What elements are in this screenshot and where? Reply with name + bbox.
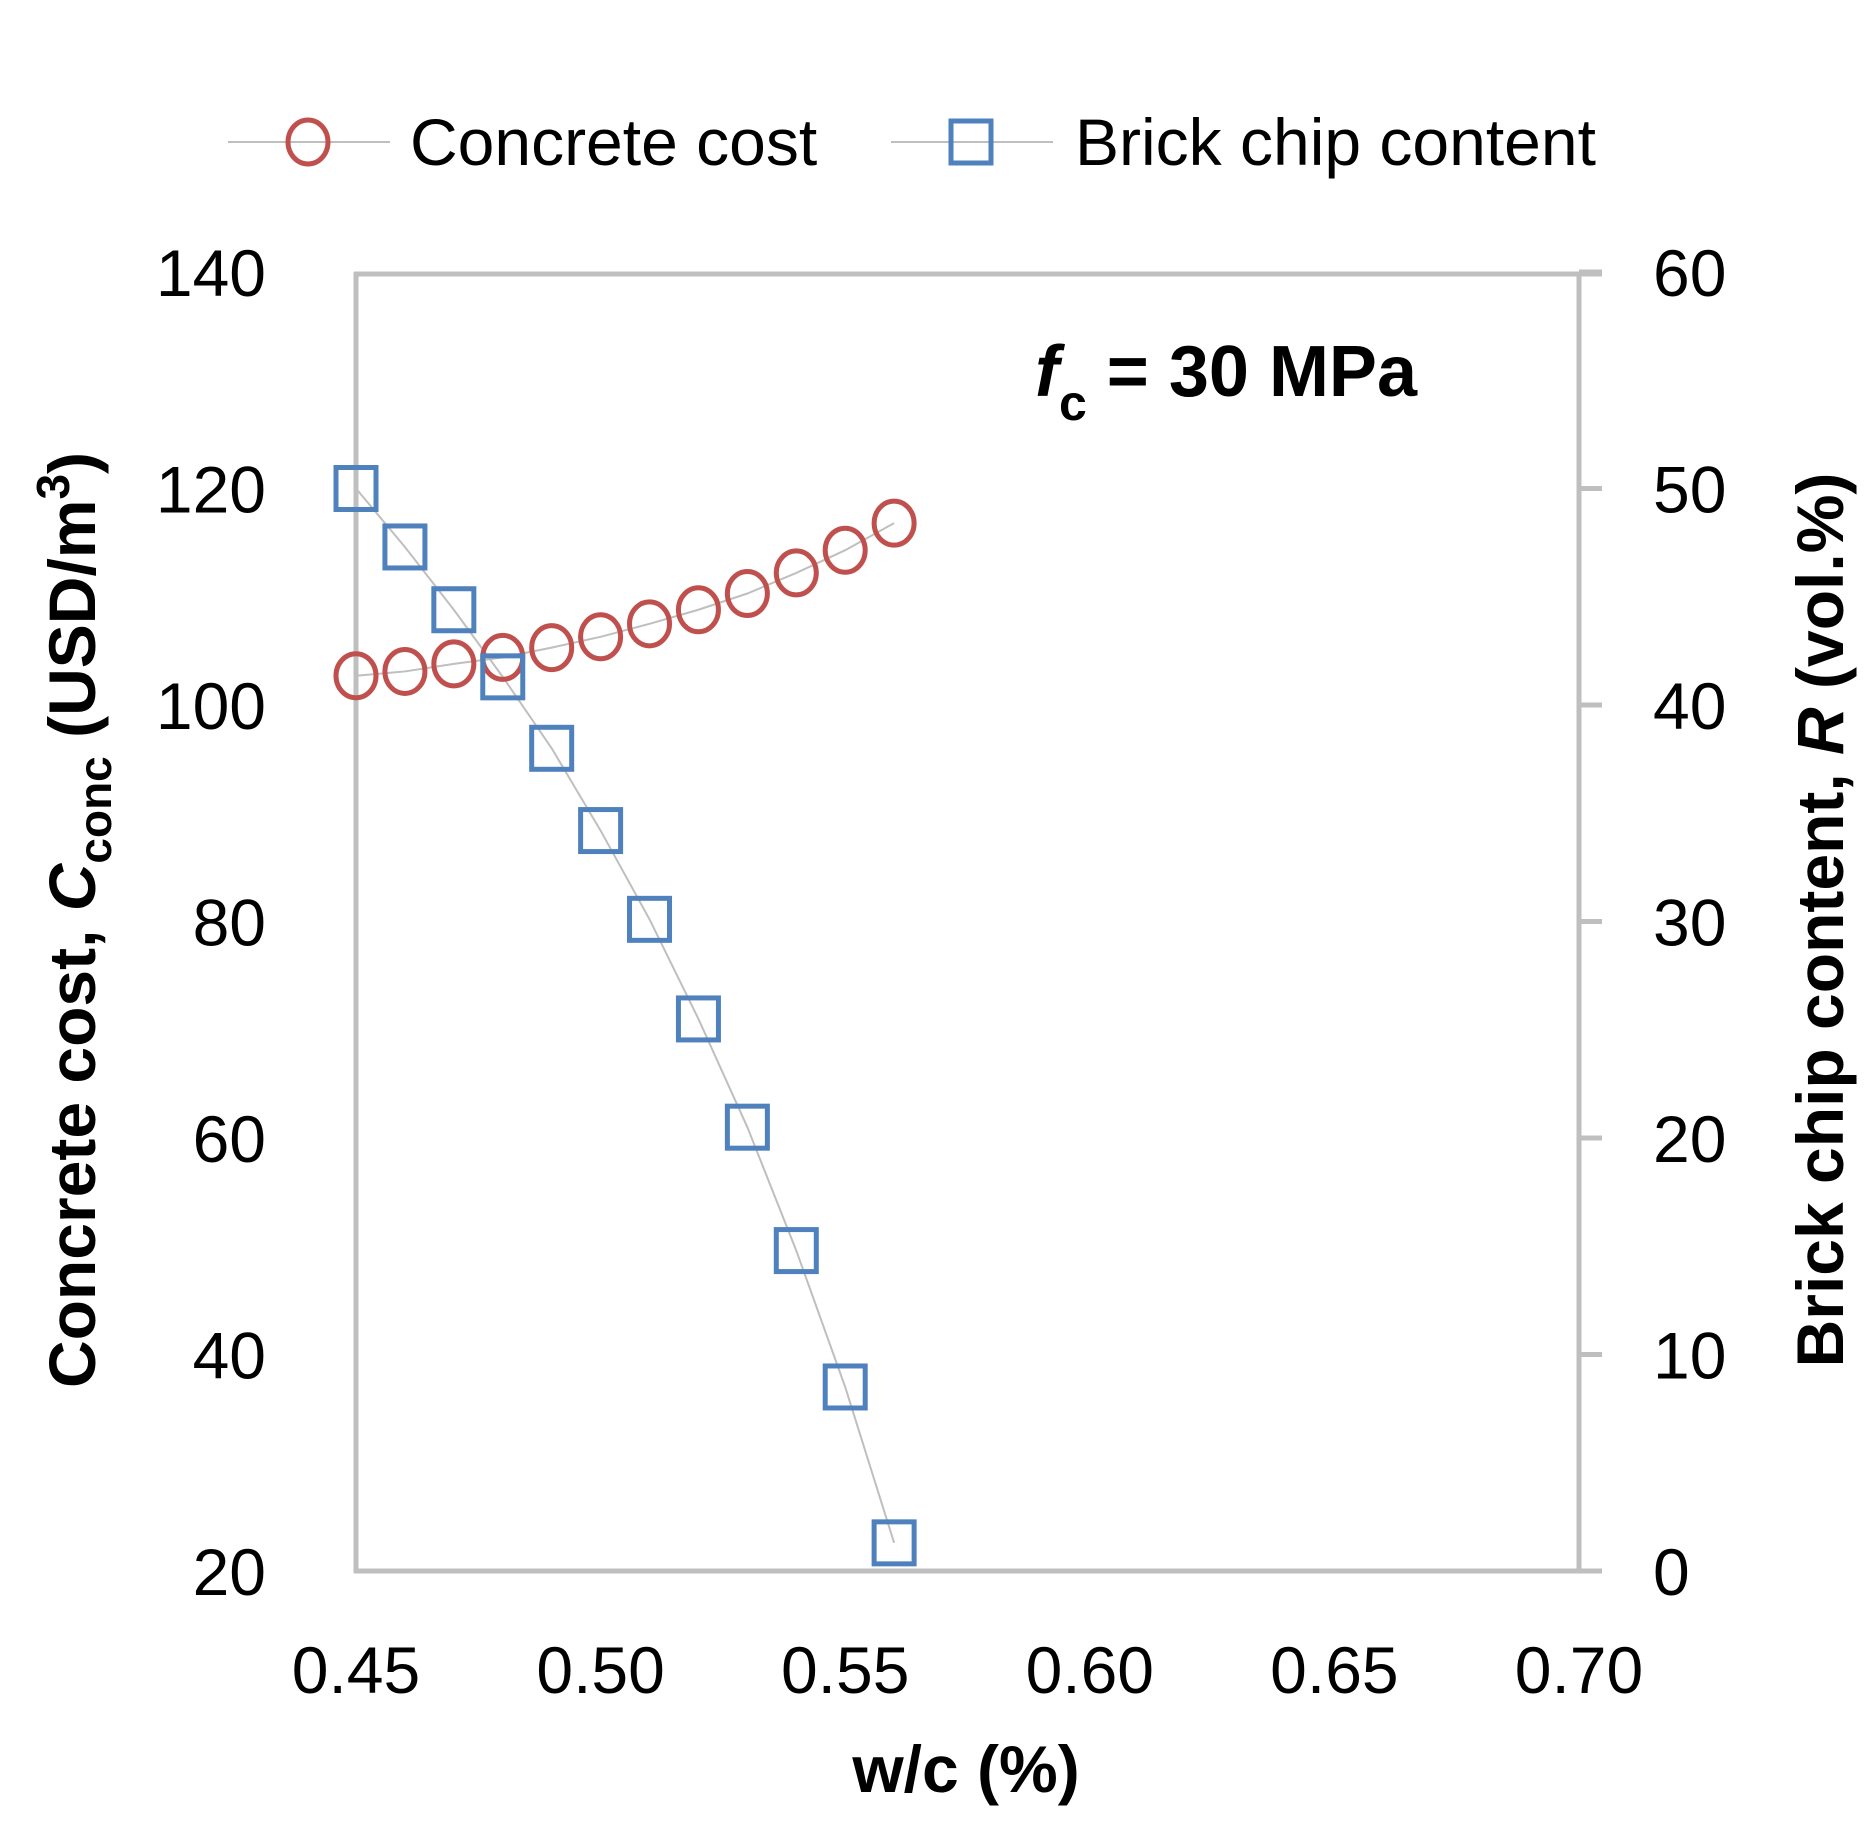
data-point-brick-chip-content	[529, 724, 575, 772]
legend-item-brick-chip-content: Brick chip content	[891, 105, 1596, 179]
data-point-concrete-cost	[627, 599, 673, 649]
x-tick-label: 0.70	[1515, 1633, 1643, 1707]
y-left-title-subscript: conc	[69, 756, 121, 863]
data-point-concrete-cost	[724, 569, 770, 619]
series-line-concrete-cost	[355, 522, 895, 677]
x-tick-label: 0.55	[781, 1633, 909, 1707]
x-tick-labels: 0.45 0.50 0.55 0.60 0.65 0.70	[292, 1633, 1643, 1707]
legend-label-brick-chip-content: Brick chip content	[1075, 105, 1596, 179]
data-point-brick-chip-content	[333, 465, 379, 512]
y-axis-right-ticks	[1579, 269, 1602, 1574]
data-point-concrete-cost	[675, 585, 721, 635]
x-tick-label: 0.45	[292, 1633, 420, 1707]
data-point-concrete-cost	[529, 623, 575, 673]
plot-area	[353, 269, 1602, 1574]
series-markers	[333, 465, 917, 1567]
y-left-title-prefix: Concrete cost,	[35, 911, 109, 1388]
annotation-text: = 30 MPa	[1087, 332, 1418, 412]
data-point-brick-chip-content	[578, 807, 624, 855]
data-point-concrete-cost	[578, 612, 624, 662]
y-right-title-symbol: R	[1783, 707, 1857, 755]
data-point-brick-chip-content	[480, 653, 526, 701]
data-point-concrete-cost	[333, 651, 379, 701]
y-right-tick-label: 50	[1653, 453, 1726, 527]
y-left-title-close: )	[35, 452, 109, 474]
y-axis-left-title: Concrete cost, Cconc (USD/m3)	[27, 452, 121, 1388]
y-left-title-symbol: C	[35, 862, 109, 911]
y-left-tick-labels: 20 40 60 80 100 120 140	[156, 236, 266, 1609]
y-right-tick-label: 20	[1653, 1102, 1726, 1176]
data-point-brick-chip-content	[724, 1103, 770, 1151]
legend-marker-circle-icon	[285, 117, 331, 167]
y-axis-right-title: Brick chip content, R (vol.%)	[1783, 473, 1857, 1368]
data-point-brick-chip-content	[871, 1519, 917, 1567]
y-right-tick-label: 30	[1653, 886, 1726, 960]
strength-annotation: fc = 30 MPa	[1035, 332, 1418, 431]
data-point-concrete-cost	[773, 548, 819, 598]
y-right-tick-label: 10	[1653, 1319, 1726, 1393]
legend-label-concrete-cost: Concrete cost	[410, 105, 817, 179]
legend: Concrete cost Brick chip content	[228, 105, 1596, 179]
y-right-title-suffix: (vol.%)	[1783, 473, 1857, 708]
y-left-tick-label: 140	[156, 236, 266, 310]
data-point-concrete-cost	[382, 646, 428, 696]
y-left-tick-label: 120	[156, 453, 266, 527]
y-left-title-suffix: (USD/m	[35, 500, 109, 757]
y-left-title-superscript: 3	[27, 474, 79, 500]
y-left-tick-label: 80	[193, 886, 266, 960]
y-left-tick-label: 60	[193, 1102, 266, 1176]
y-left-tick-label: 20	[193, 1535, 266, 1609]
x-tick-label: 0.50	[536, 1633, 664, 1707]
data-point-brick-chip-content	[822, 1363, 868, 1411]
data-point-brick-chip-content	[675, 995, 721, 1043]
data-point-concrete-cost	[431, 639, 477, 689]
legend-marker-square-icon	[948, 118, 994, 166]
data-point-concrete-cost	[871, 498, 917, 548]
legend-item-concrete-cost: Concrete cost	[228, 105, 817, 179]
y-right-tick-label: 0	[1653, 1535, 1690, 1609]
x-axis-title: w/c (%)	[851, 1732, 1079, 1806]
y-right-title-prefix: Brick chip content,	[1783, 755, 1857, 1367]
data-point-concrete-cost	[822, 525, 868, 575]
y-left-tick-label: 40	[193, 1319, 266, 1393]
data-point-brick-chip-content	[773, 1227, 819, 1275]
y-right-tick-label: 60	[1653, 236, 1726, 310]
series-line-brick-chip-content	[355, 487, 896, 1544]
series-lines	[355, 487, 896, 1544]
x-tick-label: 0.60	[1026, 1633, 1154, 1707]
x-tick-label: 0.65	[1270, 1633, 1398, 1707]
y-left-tick-label: 100	[156, 669, 266, 743]
data-point-brick-chip-content	[627, 895, 673, 943]
y-right-tick-label: 40	[1653, 669, 1726, 743]
data-point-brick-chip-content	[382, 523, 428, 571]
annotation-subscript: c	[1059, 375, 1087, 431]
y-right-tick-labels: 0 10 20 30 40 50 60	[1653, 236, 1726, 1609]
data-point-brick-chip-content	[431, 586, 477, 634]
